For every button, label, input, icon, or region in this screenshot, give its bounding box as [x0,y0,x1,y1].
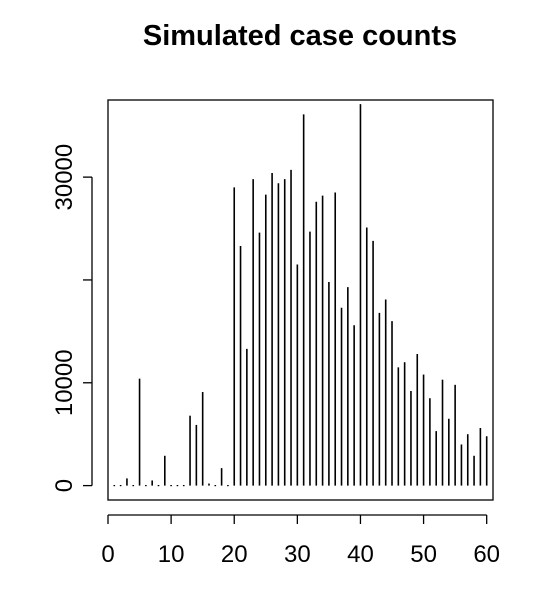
x-tick-label-20: 20 [221,541,248,568]
y-tick-label-30000: 30000 [51,144,78,211]
x-tick-label-60: 60 [473,541,500,568]
x-tick-label-50: 50 [410,541,437,568]
y-tick-label-10000: 10000 [51,349,78,416]
x-tick-label-30: 30 [284,541,311,568]
y-tick-label-0: 0 [51,479,78,492]
chart-title: Simulated case counts [143,20,457,52]
x-tick-label-40: 40 [347,541,374,568]
plot-box [107,99,494,501]
x-tick-label-10: 10 [158,541,185,568]
x-tick-label-0: 0 [101,541,114,568]
x-axis: 0 10 20 30 40 50 60 [101,514,500,568]
y-axis: 0 10000 30000 [51,144,93,492]
bars [113,104,488,487]
